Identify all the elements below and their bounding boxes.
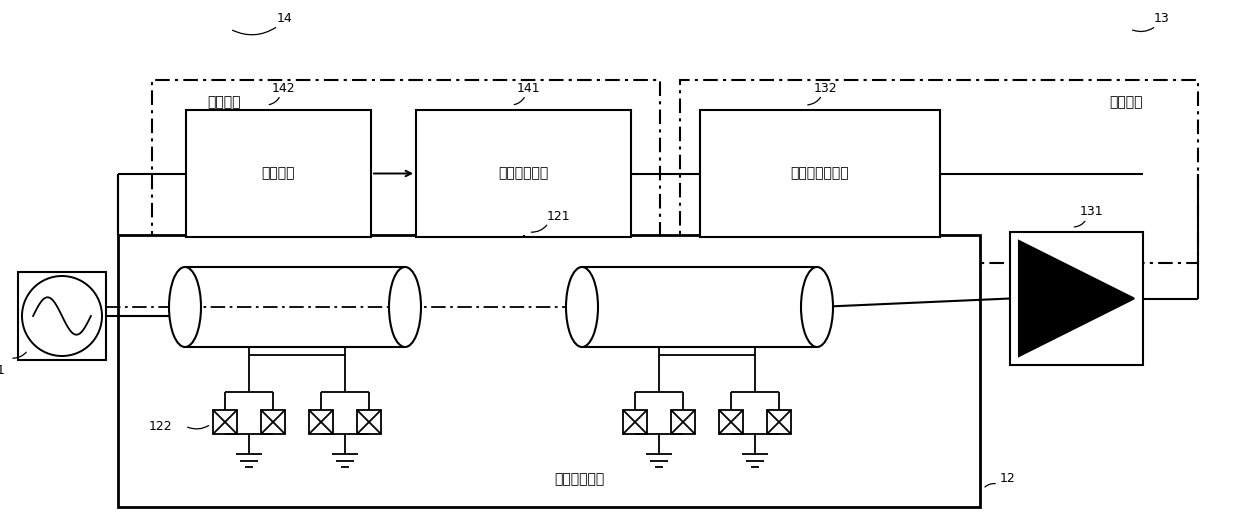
Bar [582, 267, 817, 347]
Bar [261, 410, 285, 434]
Bar [767, 410, 790, 434]
Ellipse shape [566, 267, 598, 347]
Bar [19, 272, 107, 360]
Bar [680, 80, 1198, 263]
Bar [719, 410, 743, 434]
Text: 参数优化单元: 参数优化单元 [498, 167, 549, 181]
Text: 131: 131 [1079, 206, 1103, 219]
Bar [152, 80, 660, 263]
Bar [118, 235, 980, 507]
Ellipse shape [389, 267, 421, 347]
Text: 12: 12 [1000, 473, 1016, 485]
Polygon shape [1018, 241, 1134, 356]
Bar [185, 267, 405, 347]
Text: 14: 14 [278, 13, 292, 25]
Text: 122: 122 [149, 421, 172, 434]
Bar [1010, 232, 1144, 365]
Bar [672, 410, 695, 434]
Bar [357, 410, 382, 434]
Bar [623, 410, 647, 434]
Text: 超导量子模块: 超导量子模块 [554, 472, 605, 486]
Text: 141: 141 [517, 82, 540, 94]
Bar [213, 410, 237, 434]
Circle shape [22, 276, 102, 356]
Text: 132: 132 [813, 82, 836, 94]
Text: 121: 121 [546, 210, 570, 223]
Ellipse shape [169, 267, 201, 347]
Text: 保真度计算单元: 保真度计算单元 [790, 167, 849, 181]
Bar [416, 110, 631, 237]
Bar [209, 380, 289, 440]
Text: 测量模块: 测量模块 [1109, 95, 1144, 109]
Bar [700, 110, 940, 237]
Text: 13: 13 [1154, 13, 1170, 25]
Text: 11: 11 [0, 364, 6, 376]
Ellipse shape [800, 267, 833, 347]
Text: 反馈模块: 反馈模块 [207, 95, 240, 109]
Text: 反馈单元: 反馈单元 [261, 167, 295, 181]
Bar [309, 410, 333, 434]
Text: 142: 142 [271, 82, 295, 94]
Bar [186, 110, 370, 237]
